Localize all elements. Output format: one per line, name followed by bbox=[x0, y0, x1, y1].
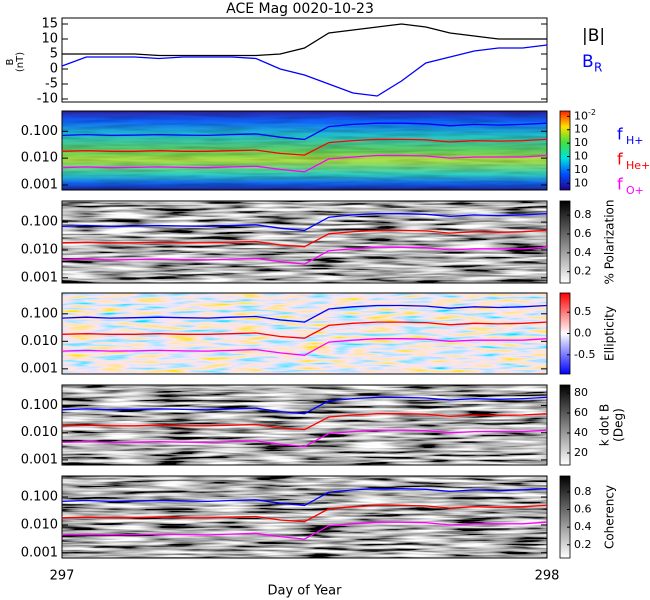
spectrogram-background bbox=[62, 385, 547, 465]
y-tick-label: 0.100 bbox=[21, 490, 58, 505]
legend-subscript: H+ bbox=[626, 134, 644, 147]
colorbar-tick-label: -0.5 bbox=[574, 348, 595, 361]
legend-subscript: He+ bbox=[626, 159, 650, 172]
legend-label: f bbox=[617, 125, 623, 144]
colorbar-tick-label: 0.0 bbox=[574, 327, 592, 340]
colorbar-tick-label: 40 bbox=[574, 426, 588, 439]
y-tick-label: -10 bbox=[37, 92, 58, 107]
y-tick-label: 0.010 bbox=[21, 151, 58, 166]
series-line bbox=[61, 154, 548, 173]
colorbar bbox=[559, 475, 571, 559]
y-tick-label: 0.100 bbox=[21, 306, 58, 321]
legend-subscript: O+ bbox=[626, 184, 644, 197]
spectrogram-texture bbox=[62, 111, 547, 190]
panel-frame bbox=[61, 200, 548, 284]
colorbar-unit: (Deg) bbox=[612, 408, 626, 442]
y-tick-label: 0.010 bbox=[21, 517, 58, 532]
y-axis-unit: (nT) bbox=[15, 52, 26, 72]
colorbar bbox=[559, 200, 571, 284]
panel-frame bbox=[61, 110, 548, 191]
colorbar-tick-label: 10 bbox=[574, 163, 588, 176]
y-tick-label: -5 bbox=[45, 77, 58, 92]
colorbar-tick-label: 20 bbox=[574, 446, 588, 459]
colorbar bbox=[559, 110, 571, 191]
y-tick-label: 0.010 bbox=[21, 334, 58, 349]
chart-title: ACE Mag 0020-10-23 bbox=[226, 1, 374, 17]
series-line bbox=[61, 504, 548, 523]
series-line bbox=[61, 213, 548, 232]
colorbar-tick-label: 0.6 bbox=[574, 227, 592, 240]
colorbar-tick-label: 10 bbox=[574, 176, 588, 189]
series-line bbox=[61, 122, 548, 141]
legend-label: B bbox=[582, 52, 594, 72]
y-axis-label: B bbox=[5, 58, 16, 65]
panel-frame bbox=[61, 475, 548, 559]
colorbar-tick-label: 0.5 bbox=[574, 305, 592, 318]
series-line bbox=[61, 338, 548, 356]
panel-frame bbox=[61, 17, 548, 103]
series-line bbox=[61, 229, 548, 248]
y-tick-label: 0.001 bbox=[21, 452, 58, 467]
y-tick-label: 0.001 bbox=[21, 361, 58, 376]
colorbar-tick-label: 0.2 bbox=[574, 265, 592, 278]
y-tick-label: 0.100 bbox=[21, 215, 58, 230]
x-tick-label: 297 bbox=[50, 569, 75, 584]
series-line bbox=[61, 396, 548, 415]
colorbar-label: k dot B bbox=[598, 404, 612, 446]
y-tick-label: 10 bbox=[41, 32, 58, 47]
colorbar bbox=[559, 384, 571, 466]
colorbar-tick-exponent: -2 bbox=[588, 108, 596, 117]
spectrogram-background bbox=[62, 293, 547, 374]
spectrogram-background bbox=[62, 201, 547, 283]
series-line bbox=[61, 138, 548, 156]
legend-label: |B| bbox=[582, 26, 605, 46]
legend-label: f bbox=[617, 175, 623, 194]
colorbar-tick-label: 0.4 bbox=[574, 246, 592, 259]
legend-subscript: R bbox=[594, 61, 602, 75]
colorbar-tick-label: 10 bbox=[574, 109, 588, 122]
series-line bbox=[61, 246, 548, 265]
series-line bbox=[62, 23, 547, 57]
colorbar-tick-label: 0.6 bbox=[574, 503, 592, 516]
colorbar-tick-label: 0.4 bbox=[574, 520, 592, 533]
colorbar-tick-label: 10 bbox=[574, 150, 588, 163]
series-line bbox=[61, 321, 548, 339]
series-line bbox=[61, 429, 548, 448]
colorbar-tick-label: 60 bbox=[574, 406, 588, 419]
colorbar-tick-label: 10 bbox=[574, 136, 588, 149]
panel-frame bbox=[61, 384, 548, 466]
colorbar-tick-label: 0.8 bbox=[574, 208, 592, 221]
y-tick-label: 0.100 bbox=[21, 124, 58, 139]
x-axis-label: Day of Year bbox=[268, 584, 343, 599]
series-line bbox=[61, 44, 548, 97]
y-tick-label: 0.001 bbox=[21, 545, 58, 560]
colorbar-tick-label: 0.8 bbox=[574, 485, 592, 498]
x-tick-label: 298 bbox=[535, 569, 560, 584]
series-line bbox=[61, 413, 548, 431]
y-tick-label: 0.001 bbox=[21, 177, 58, 192]
colorbar-label: % Polarization bbox=[603, 200, 617, 285]
y-tick-label: 0.010 bbox=[21, 242, 58, 257]
y-tick-label: 0.100 bbox=[21, 398, 58, 413]
y-tick-label: 15 bbox=[41, 17, 58, 32]
y-tick-label: 0.010 bbox=[21, 425, 58, 440]
panel-frame bbox=[61, 292, 548, 375]
colorbar-tick-label: 0.2 bbox=[574, 538, 592, 551]
colorbar-label: Coherency bbox=[603, 485, 617, 549]
series-line bbox=[61, 521, 548, 540]
series-line bbox=[61, 304, 548, 323]
y-tick-label: 5 bbox=[50, 47, 58, 62]
spectrogram-background bbox=[62, 476, 547, 558]
colorbar-tick-label: 80 bbox=[574, 386, 588, 399]
colorbar-tick-label: 10 bbox=[574, 123, 588, 136]
y-tick-label: 0.001 bbox=[21, 270, 58, 285]
colorbar-label: Ellipticity bbox=[603, 306, 617, 361]
y-tick-label: 0 bbox=[50, 62, 58, 77]
legend-label: f bbox=[617, 150, 623, 169]
series-line bbox=[61, 488, 548, 507]
